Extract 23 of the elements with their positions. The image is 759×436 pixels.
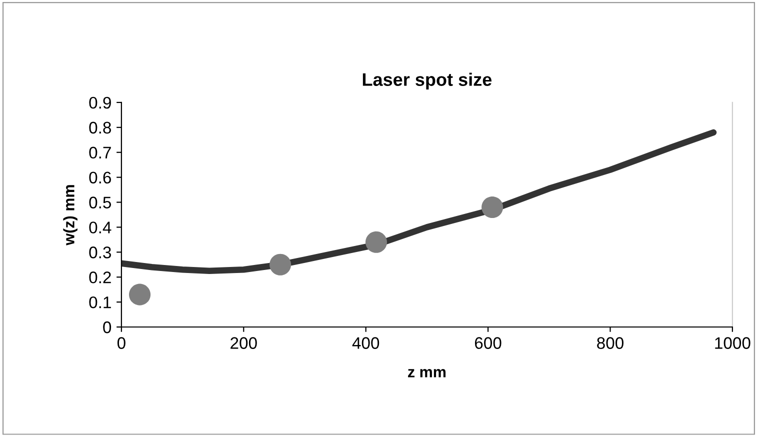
y-tick-label: 0.7 xyxy=(89,146,111,159)
y-axis-title: w(z) mm xyxy=(63,185,78,246)
point xyxy=(482,196,504,218)
y-tick-label: 0.8 xyxy=(89,122,111,134)
x-tick-label: 400 xyxy=(352,337,380,349)
x-axis-title: z mm xyxy=(408,368,446,378)
y-tick-label: 0.1 xyxy=(89,296,111,308)
y-tick-label: 0.6 xyxy=(89,172,111,184)
y-tick-label: 0.9 xyxy=(89,96,111,109)
x-tick-label: 600 xyxy=(474,337,502,349)
point xyxy=(129,284,151,306)
chart-title: Laser spot size xyxy=(362,72,492,90)
y-tick-label: 0.2 xyxy=(89,272,111,284)
y-tick-label: 0 xyxy=(103,321,112,334)
point xyxy=(270,254,292,276)
y-tick-label: 0.3 xyxy=(89,246,111,258)
x-tick-label: 200 xyxy=(230,337,257,349)
y-tick-label: 0.5 xyxy=(89,196,112,208)
point xyxy=(365,231,387,253)
x-tick-label: 0 xyxy=(117,337,126,349)
x-tick-label: 1000 xyxy=(715,337,750,349)
x-tick-label: 800 xyxy=(597,337,624,349)
y-tick-label: 0.4 xyxy=(89,222,112,234)
